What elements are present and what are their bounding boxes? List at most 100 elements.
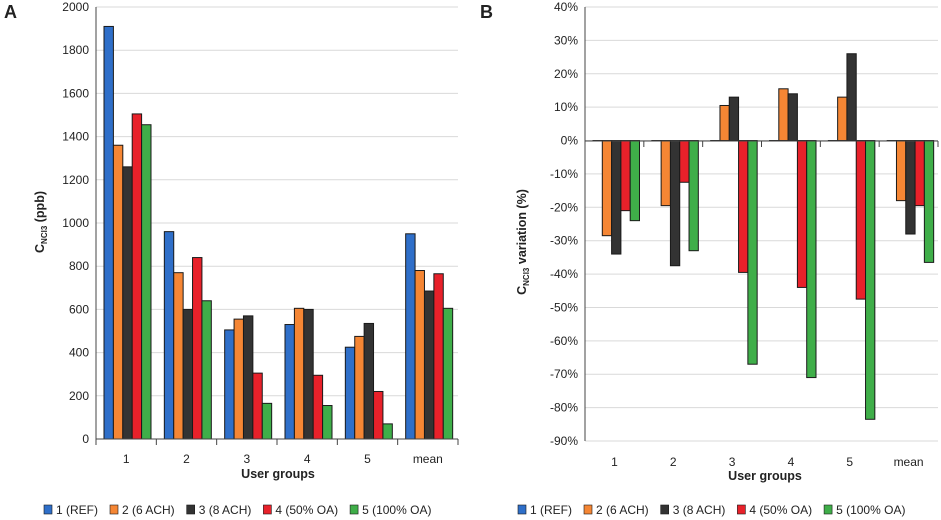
panel-a: A 0200400600800100012001400160018002000 … — [4, 0, 459, 517]
panel-a-y-tick-label: 1800 — [62, 43, 89, 57]
panel-a-y-tick-label: 1200 — [62, 173, 89, 187]
panel-a-legend-swatch-1 — [43, 504, 53, 515]
panel-a-x-ticks: 1 2 3 4 5 mean — [123, 452, 443, 466]
panel-a-bar-series-5 — [261, 402, 273, 440]
panel-a-y-tick-label: 0 — [82, 432, 89, 446]
panel-b-bar-series-4 — [855, 140, 867, 300]
panel-a-legend-label-2: 2 (6 ACH) — [122, 503, 175, 517]
panel-a-bar-series-2 — [233, 318, 244, 440]
panel-a-bar-series-5 — [141, 124, 152, 440]
panel-b-y-tick-label: -70% — [550, 367, 578, 381]
panel-b-legend-swatch-4 — [737, 504, 746, 515]
panel-b-bar-series-2 — [778, 88, 789, 142]
panel-b-y-axis-title-sub: NCl3 — [522, 267, 531, 286]
panel-a-bar-series-1 — [224, 329, 235, 440]
panel-a-y-tick-label: 2000 — [62, 0, 89, 14]
panel-a-bar-series-1 — [163, 231, 175, 440]
panel-a-bar-series-3 — [303, 308, 314, 440]
panel-a-bar-series-4 — [312, 374, 324, 440]
panel-b-bar-series-3 — [728, 96, 740, 142]
panel-a-bar-series-2 — [173, 272, 184, 440]
panel-a-bar-series-2 — [293, 307, 305, 440]
panel-a-y-tick-label: 800 — [69, 259, 89, 273]
panel-b-bar-series-3 — [787, 93, 798, 142]
panel-a-bar-series-3 — [363, 322, 375, 440]
panel-b-y-ticks: -90% -80% -70% -60% -50% -40% -30% -20% -10% 0% 10… — [550, 0, 578, 448]
panel-b-x-axis-title: User groups — [728, 469, 802, 483]
panel-b-x-tick-label: mean — [894, 455, 924, 469]
panel-b-x-tick-label: 1 — [611, 455, 618, 469]
panel-a-legend-label-1: 1 (REF) — [56, 503, 98, 517]
panel-b-x-tick-label: 4 — [788, 455, 795, 469]
panel-b-label: B — [480, 2, 493, 22]
panel-b-y-tick-label: -30% — [550, 234, 578, 248]
panel-b-bar-series-2 — [895, 140, 907, 202]
panel-b-bar-series-4 — [620, 140, 631, 212]
panel-b-bar-series-3 — [846, 53, 857, 142]
panel-b-y-tick-label: 10% — [554, 100, 578, 114]
panel-a-label: A — [4, 2, 17, 22]
panel-a-bar-series-2 — [414, 270, 425, 440]
panel-b-y-axis-title-main: C — [515, 286, 529, 295]
panel-a-bar-series-3 — [182, 308, 194, 440]
panel-b-legend-swatch-5 — [823, 504, 833, 515]
panel-b-bar-series-4 — [738, 140, 749, 273]
panel-b-bars — [592, 53, 935, 420]
panel-a-legend: 1 (REF) 2 (6 ACH) 3 (8 ACH) 4 (50% OA) 5 (10… — [43, 503, 431, 517]
panel-b-legend-swatch-3 — [660, 504, 669, 515]
panel-b-bar-series-5 — [806, 140, 817, 379]
panel-a-x-tick-label: 1 — [123, 452, 130, 466]
panel-b-y-axis-title: CNCl3 variation (%) — [515, 189, 531, 295]
panel-a-bar-series-3 — [242, 315, 254, 440]
panel-a-y-tick-label: 1600 — [62, 86, 89, 100]
panel-b-y-tick-label: -90% — [550, 434, 578, 448]
panel-a-y-tick-label: 200 — [69, 389, 89, 403]
panel-b-grid — [585, 6, 938, 442]
panel-b-x-ticks: 1 2 3 4 5 mean — [611, 455, 924, 469]
panel-b-legend-swatch-2 — [583, 504, 593, 515]
panel-b-bar-series-3 — [905, 140, 916, 235]
panel-b: B -90% -80% -70% -60% -50% -40% -30% -20% -10% 0%… — [480, 0, 939, 517]
panel-a-x-tick-label: 5 — [364, 452, 371, 466]
panel-a-y-ticks: 0 200 400 600 800 1000 1200 1400 1600 1800 2000 — [62, 0, 89, 446]
panel-b-bar-series-2 — [660, 140, 671, 207]
panel-a-legend-swatch-4 — [263, 504, 272, 515]
panel-b-bar-series-5 — [688, 140, 699, 252]
panel-a-bar-series-1 — [344, 346, 356, 440]
panel-b-bar-series-3 — [669, 140, 681, 267]
panel-a-bar-series-4 — [373, 390, 384, 440]
panel-b-bar-series-2 — [719, 104, 730, 142]
panel-b-bar-series-3 — [611, 140, 622, 255]
panel-b-bar-series-5 — [629, 140, 641, 222]
panel-a-bar-series-1 — [103, 25, 114, 440]
panel-a-y-axis-title-main: C — [33, 244, 47, 253]
panel-a-bar-series-5 — [382, 423, 393, 440]
panel-a-bar-series-1 — [405, 233, 416, 440]
panel-b-bar-series-4 — [914, 140, 925, 207]
panel-b-bar-series-5 — [865, 140, 876, 420]
panel-a-bar-series-5 — [322, 405, 333, 440]
panel-b-y-tick-label: -40% — [550, 267, 578, 281]
panel-a-bar-series-5 — [201, 300, 212, 440]
panel-b-bar-series-5 — [923, 140, 935, 263]
panel-a-bar-series-4 — [252, 372, 263, 440]
panel-a-legend-label-4: 4 (50% OA) — [275, 503, 338, 517]
panel-b-bar-series-4 — [679, 140, 690, 183]
panel-a-x-axis-title: User groups — [241, 467, 315, 481]
panel-a-y-axis-title-rest: (ppb) — [33, 191, 47, 226]
panel-a-bar-series-1 — [284, 324, 295, 440]
panel-a-y-tick-label: 1000 — [62, 216, 89, 230]
panel-a-y-axis-title-sub: NCl3 — [40, 225, 49, 244]
panel-a-legend-label-5: 5 (100% OA) — [362, 503, 431, 517]
panel-b-legend-label-4: 4 (50% OA) — [749, 503, 812, 517]
panel-a-bar-series-2 — [112, 144, 124, 440]
panel-b-y-tick-label: -80% — [550, 401, 578, 415]
panel-a-bar-series-3 — [122, 166, 133, 440]
panel-b-y-tick-label: 30% — [554, 33, 578, 47]
panel-a-legend-swatch-3 — [186, 504, 195, 515]
panel-a-x-tick-label: 4 — [304, 452, 311, 466]
panel-a-x-tick-label: 2 — [183, 452, 190, 466]
panel-b-y-tick-label: -60% — [550, 334, 578, 348]
panel-a-bar-series-3 — [423, 290, 435, 440]
